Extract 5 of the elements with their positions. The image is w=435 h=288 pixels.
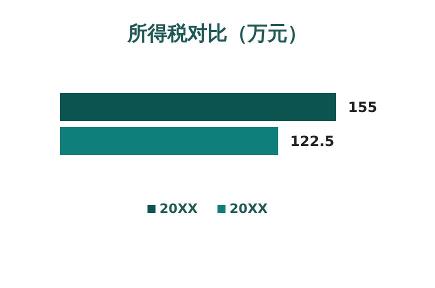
legend-label: 20XX	[230, 202, 268, 217]
legend-label: 20XX	[160, 202, 198, 217]
title: 所得税对比（万元）	[128, 21, 308, 45]
data-label: 122.5	[290, 134, 334, 150]
data-label: 155	[348, 100, 378, 116]
